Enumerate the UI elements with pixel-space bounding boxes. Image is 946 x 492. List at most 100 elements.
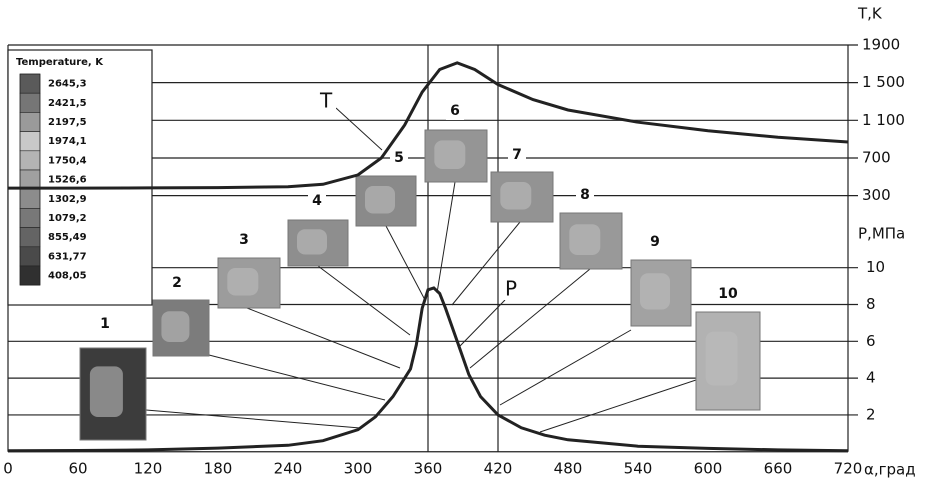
scale-label: 408,05: [48, 271, 87, 282]
legend-title: Temperature, K: [16, 57, 104, 68]
leader-line: [208, 354, 386, 401]
y-tick-label: 2: [866, 405, 876, 423]
inset-detail: [365, 186, 395, 214]
leader-line: [499, 329, 632, 406]
inset-label: 9: [650, 234, 660, 250]
inset-label: 2: [172, 275, 182, 291]
inset-label: 7: [512, 147, 522, 163]
x-tick-label: 420: [484, 460, 513, 478]
scale-label: 1750,4: [48, 155, 87, 166]
x-tick-label: 0: [3, 460, 13, 478]
leader-line: [246, 307, 401, 369]
x-tick-label: 120: [134, 460, 163, 478]
scale-swatch: [19, 131, 41, 152]
x-tick-label: 60: [68, 460, 87, 478]
inset-detail: [227, 268, 259, 296]
legend: Temperature, K 2645,3 2421,5 2197,5 1974,1 17…: [7, 49, 153, 306]
curve-label-leader: [335, 107, 383, 151]
inset-label: 1: [100, 316, 110, 332]
inset-detail: [161, 311, 190, 342]
x-tick-label: 180: [204, 460, 233, 478]
y2-axis-title: T,K: [857, 5, 883, 23]
inset-label-bg: [508, 146, 526, 164]
inset-detail: [705, 331, 738, 386]
series-line: [7, 286, 849, 453]
scale-label: 2645,3: [48, 79, 87, 90]
inset-label: 3: [239, 232, 249, 248]
inset-detail: [500, 182, 532, 210]
leader-line: [145, 409, 361, 429]
inset-label-bg: [719, 285, 737, 303]
x-tick-label: 660: [764, 460, 793, 478]
inset-detail: [640, 273, 670, 310]
y-tick-label: 10: [866, 258, 885, 276]
scale-label: 1079,2: [48, 213, 87, 224]
leader-line: [436, 181, 456, 294]
scale-swatch: [19, 188, 41, 209]
scale-swatch: [19, 227, 41, 248]
curve-label: T: [319, 89, 333, 113]
x-tick-label: 240: [274, 460, 303, 478]
inset-label-bg: [390, 149, 408, 167]
y-tick-label: 6: [866, 332, 876, 350]
inset-label: 10: [718, 286, 738, 302]
y-tick-label: 8: [866, 295, 876, 313]
scale-swatch: [19, 169, 41, 190]
x-tick-label: 360: [414, 460, 443, 478]
leader-line: [317, 265, 411, 336]
inset-label: 6: [450, 103, 460, 119]
x-tick-label: 600: [694, 460, 723, 478]
leader-line: [451, 221, 521, 306]
leader-line: [539, 379, 697, 433]
scale-label: 2421,5: [48, 98, 87, 109]
inset-detail: [297, 229, 327, 255]
inset-label-bg: [235, 231, 253, 249]
scale-swatch: [19, 92, 41, 113]
scale-colors: [19, 73, 41, 286]
x-tick-label: 720: [834, 460, 863, 478]
curve-label-leader: [459, 299, 506, 347]
inset-label-bg: [168, 274, 186, 292]
inset-label: 4: [312, 193, 322, 209]
scale-swatch: [19, 265, 41, 286]
x-axis-title: α,град: [864, 461, 916, 479]
leader-line: [469, 268, 591, 369]
scale-label: 1526,6: [48, 175, 87, 186]
leader-line: [385, 225, 426, 301]
y2-tick-label: 700: [862, 148, 891, 166]
curve-label-bg: [318, 92, 336, 112]
curve-label: P: [505, 277, 517, 301]
inset-detail: [434, 140, 466, 169]
curve-label-bg: [503, 280, 521, 300]
x-tick-label: 300: [344, 460, 373, 478]
inset-label-bg: [308, 192, 326, 210]
scale-swatch: [19, 150, 41, 171]
scale-label: 1302,9: [48, 194, 87, 205]
y-tick-label: 4: [866, 369, 876, 387]
x-tick-label: 480: [554, 460, 583, 478]
y2-tick-label: 300: [862, 186, 891, 204]
inset-label-bg: [646, 233, 664, 251]
inset-label-bg: [446, 102, 464, 120]
inset-detail: [89, 366, 123, 417]
y-axis-title: P,МПа: [858, 225, 905, 243]
inset-detail: [569, 224, 601, 255]
inset-label-bg: [576, 186, 594, 204]
scale-label: 855,49: [48, 232, 87, 243]
y2-tick-label: 1 100: [862, 111, 905, 129]
y2-tick-label: 1 500: [862, 73, 905, 91]
series-line: [8, 61, 849, 190]
scale-swatch: [19, 112, 41, 132]
scale-label: 631,77: [48, 251, 87, 262]
x-tick-label: 540: [624, 460, 653, 478]
scale-swatch: [19, 246, 41, 267]
scale-label: 1974,1: [48, 136, 87, 147]
y2-tick-label: 1900: [862, 36, 900, 54]
scale-swatch: [19, 208, 41, 228]
inset-label-bg: [96, 315, 114, 333]
scale-label: 2197,5: [48, 117, 87, 128]
inset-label: 8: [580, 187, 590, 203]
inset-label: 5: [394, 150, 404, 166]
